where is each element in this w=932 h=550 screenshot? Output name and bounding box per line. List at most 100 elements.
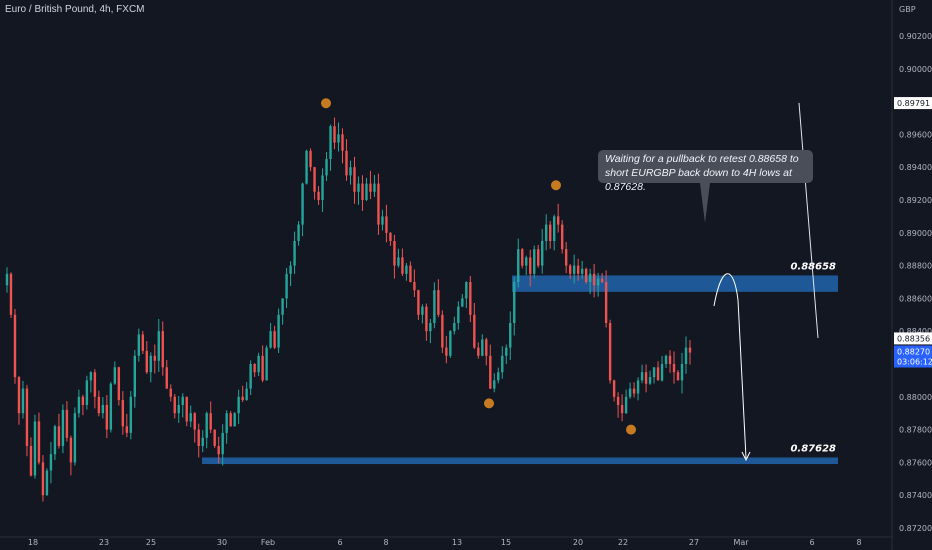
candle-body: [74, 413, 76, 462]
candle-body: [166, 367, 168, 388]
x-tick-label: 27: [689, 538, 699, 547]
candle-body: [122, 400, 124, 426]
candle-body: [373, 184, 375, 192]
candle-body: [473, 315, 475, 348]
swing-point-marker: [321, 98, 331, 108]
candle-body: [42, 462, 44, 495]
candle-body: [162, 331, 164, 367]
candle-body: [150, 356, 152, 372]
candle-body: [493, 380, 495, 388]
y-tick-label: 0.88800: [899, 262, 932, 271]
candle-body: [393, 241, 395, 266]
candle-body: [94, 372, 96, 397]
candle-body: [649, 377, 651, 384]
candle-body: [154, 356, 156, 361]
candle-body: [477, 348, 479, 356]
chart-title: Euro / British Pound, 4h, FXCM: [5, 4, 145, 15]
candle-body: [577, 266, 579, 274]
candle-body: [553, 216, 555, 241]
candle-body: [58, 426, 60, 446]
candle-body: [126, 426, 128, 433]
candle-body: [357, 184, 359, 192]
candle-body: [537, 249, 539, 265]
candle-body: [589, 274, 591, 282]
candle-body: [30, 446, 32, 476]
candle-body: [209, 413, 211, 429]
candle-body: [78, 397, 80, 413]
x-tick-label: 6: [809, 538, 814, 547]
x-tick-label: Feb: [261, 538, 275, 547]
candle-body: [293, 241, 295, 266]
y-tick-label: 0.90200: [899, 32, 932, 41]
y-tick-label: 0.88000: [899, 393, 932, 402]
level-label: 0.88658: [790, 261, 836, 272]
y-tick-label: 0.89400: [899, 163, 932, 172]
candle-body: [333, 126, 335, 142]
candle-body: [221, 433, 223, 454]
candle-body: [190, 413, 192, 421]
candle-body: [669, 356, 671, 364]
candle-body: [613, 380, 615, 396]
candle-body: [313, 167, 315, 192]
candle-body: [453, 323, 455, 331]
candle-body: [677, 372, 679, 380]
candle-body: [277, 315, 279, 348]
candle-body: [661, 364, 663, 380]
candle-body: [621, 405, 623, 413]
candle-body: [317, 192, 319, 200]
candle-body: [345, 151, 347, 176]
candle-body: [229, 413, 231, 426]
candle-body: [385, 216, 387, 232]
candle-body: [206, 413, 208, 438]
candle-body: [198, 430, 200, 446]
candle-body: [381, 216, 383, 224]
candle-body: [525, 257, 527, 265]
candle-body: [421, 307, 423, 315]
x-tick-label: 8: [383, 538, 388, 547]
candle-body: [529, 257, 531, 273]
candle-body: [18, 377, 20, 413]
candle-body: [134, 356, 136, 397]
candle-body: [241, 397, 243, 400]
candle-body: [110, 384, 112, 430]
candle-body: [46, 471, 48, 496]
candle-body: [265, 348, 267, 381]
candle-body: [653, 367, 655, 377]
candle-body: [417, 290, 419, 315]
candle-body: [561, 225, 563, 250]
candle-body: [106, 405, 108, 430]
candle-body: [26, 389, 28, 446]
candle-body: [557, 216, 559, 224]
candle-body: [389, 233, 391, 241]
candle-body: [253, 364, 255, 372]
x-tick-label: 13: [452, 538, 462, 547]
candle-body: [50, 454, 52, 470]
level-label: 0.87628: [790, 443, 836, 454]
candle-body: [305, 151, 307, 184]
candle-body: [433, 290, 435, 323]
support-resistance-zone: [202, 457, 838, 464]
candle-body: [130, 397, 132, 433]
candle-body: [689, 348, 691, 353]
candle-body: [573, 266, 575, 274]
candle-body: [309, 151, 311, 167]
candle-body: [569, 266, 571, 274]
candle-body: [413, 282, 415, 290]
candle-body: [225, 413, 227, 433]
candle-body: [325, 159, 327, 175]
y-tick-label: 0.87600: [899, 458, 932, 467]
candle-body: [34, 421, 36, 475]
candle-body: [681, 364, 683, 380]
candle-body: [445, 348, 447, 356]
candle-body: [285, 274, 287, 299]
candle-body: [565, 249, 567, 265]
y-tick-label: 0.89200: [899, 196, 932, 205]
x-tick-label: 22: [618, 538, 628, 547]
candle-body: [541, 241, 543, 266]
candle-body: [289, 266, 291, 274]
current-price-value: 0.88270: [897, 348, 930, 357]
candle-body: [54, 426, 56, 454]
candle-body: [365, 184, 367, 200]
